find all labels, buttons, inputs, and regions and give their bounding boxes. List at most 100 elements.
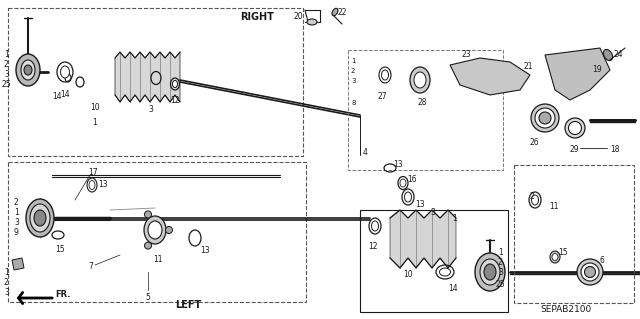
Text: 2: 2	[4, 278, 9, 287]
Ellipse shape	[539, 112, 551, 124]
Ellipse shape	[565, 118, 585, 138]
Text: 25: 25	[496, 280, 506, 289]
Text: 12: 12	[170, 96, 179, 105]
Text: 2: 2	[498, 258, 503, 267]
Polygon shape	[390, 210, 456, 268]
Ellipse shape	[89, 181, 95, 189]
Ellipse shape	[61, 66, 70, 78]
Ellipse shape	[145, 211, 152, 218]
Text: 26: 26	[530, 138, 540, 147]
Text: 21: 21	[523, 62, 532, 71]
Ellipse shape	[307, 19, 317, 25]
Text: 3: 3	[14, 218, 19, 227]
Ellipse shape	[604, 49, 612, 61]
Text: 1: 1	[4, 50, 9, 59]
Text: 3: 3	[4, 288, 9, 297]
Text: LEFT: LEFT	[175, 300, 201, 310]
Ellipse shape	[30, 204, 50, 232]
Text: 1: 1	[14, 208, 19, 217]
Bar	[8, 162, 306, 302]
Text: 3: 3	[498, 268, 503, 277]
Text: 13: 13	[98, 180, 108, 189]
Text: 11: 11	[549, 202, 559, 211]
Text: 3: 3	[430, 208, 435, 217]
Ellipse shape	[16, 54, 40, 86]
Text: FR.: FR.	[55, 290, 70, 299]
Ellipse shape	[410, 67, 430, 93]
Text: 14: 14	[52, 92, 61, 101]
Text: 29: 29	[570, 145, 580, 154]
Text: 13: 13	[415, 200, 424, 209]
Text: 13: 13	[393, 160, 403, 169]
Ellipse shape	[34, 210, 46, 226]
Polygon shape	[115, 52, 180, 102]
Ellipse shape	[535, 108, 555, 128]
Text: 16: 16	[407, 175, 417, 184]
Text: 19: 19	[592, 65, 602, 74]
Ellipse shape	[577, 259, 603, 285]
Ellipse shape	[404, 192, 412, 202]
Ellipse shape	[550, 251, 560, 263]
Ellipse shape	[568, 122, 582, 135]
Text: 2: 2	[351, 68, 355, 74]
Text: 15: 15	[55, 245, 65, 254]
Ellipse shape	[552, 254, 558, 261]
Text: RIGHT: RIGHT	[240, 12, 274, 22]
Polygon shape	[450, 58, 530, 95]
Text: 10: 10	[403, 270, 413, 279]
Ellipse shape	[371, 221, 378, 231]
Polygon shape	[545, 48, 610, 100]
Text: 3: 3	[4, 70, 9, 79]
Ellipse shape	[166, 226, 173, 234]
Text: 2: 2	[530, 192, 535, 201]
Text: 1: 1	[92, 118, 97, 127]
Text: 24: 24	[614, 50, 623, 59]
Text: 9: 9	[14, 228, 19, 237]
Ellipse shape	[24, 65, 32, 75]
Text: 1: 1	[351, 58, 355, 64]
Text: 23: 23	[462, 50, 472, 59]
Ellipse shape	[400, 179, 406, 187]
Ellipse shape	[26, 199, 54, 237]
Ellipse shape	[173, 80, 177, 87]
Text: 1: 1	[498, 248, 503, 257]
Text: 3: 3	[148, 105, 153, 114]
Text: 18: 18	[610, 145, 620, 154]
Ellipse shape	[584, 266, 595, 278]
Text: 12: 12	[368, 242, 378, 251]
Ellipse shape	[148, 221, 162, 239]
Text: 13: 13	[200, 246, 210, 255]
Text: 20: 20	[294, 12, 303, 21]
Text: 10: 10	[90, 103, 100, 112]
Polygon shape	[12, 258, 24, 270]
Ellipse shape	[475, 253, 505, 291]
Ellipse shape	[381, 70, 388, 80]
Text: 7: 7	[88, 262, 93, 271]
Text: 6: 6	[600, 256, 605, 265]
Ellipse shape	[332, 8, 338, 16]
Bar	[8, 8, 303, 156]
Text: 8: 8	[351, 100, 355, 106]
Text: 17: 17	[88, 168, 98, 177]
Text: 11: 11	[153, 255, 163, 264]
Text: 1: 1	[4, 268, 9, 277]
Text: 2: 2	[14, 198, 19, 207]
Text: 22: 22	[338, 8, 348, 17]
Text: 14: 14	[448, 284, 458, 293]
Text: 5: 5	[145, 293, 150, 302]
Bar	[348, 50, 503, 170]
Text: SEPAB2100: SEPAB2100	[540, 305, 591, 314]
Ellipse shape	[484, 264, 496, 280]
Ellipse shape	[440, 268, 451, 276]
Text: 15: 15	[558, 248, 568, 257]
Ellipse shape	[414, 72, 426, 88]
Ellipse shape	[480, 259, 500, 285]
Text: 27: 27	[378, 92, 388, 101]
Ellipse shape	[531, 195, 538, 205]
Text: 28: 28	[418, 98, 428, 107]
Ellipse shape	[581, 263, 599, 281]
Bar	[514, 165, 634, 303]
Bar	[360, 210, 508, 312]
Ellipse shape	[144, 216, 166, 244]
Text: 3: 3	[351, 78, 355, 84]
